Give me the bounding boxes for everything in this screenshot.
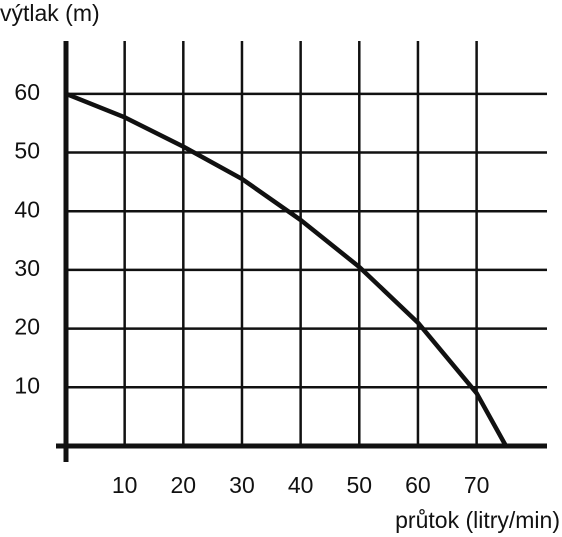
x-axis-label: průtok (litry/min): [395, 507, 560, 533]
y-tick-label: 10: [14, 372, 40, 398]
x-tick-label: 30: [229, 472, 255, 498]
x-tick-label: 60: [405, 472, 431, 498]
x-tick-label: 50: [346, 472, 372, 498]
y-tick-label: 30: [14, 255, 40, 281]
y-tick-label: 50: [14, 138, 40, 164]
y-tick-label: 60: [14, 79, 40, 105]
x-tick-label: 70: [464, 472, 490, 498]
y-tick-label: 20: [14, 314, 40, 340]
curve: [65, 91, 508, 448]
x-tick-label: 40: [288, 472, 314, 498]
x-tick-label: 20: [171, 472, 197, 498]
x-tick-label: 10: [112, 472, 138, 498]
y-axis-label: výtlak (m): [0, 0, 100, 26]
y-tick-label: 40: [14, 196, 40, 222]
